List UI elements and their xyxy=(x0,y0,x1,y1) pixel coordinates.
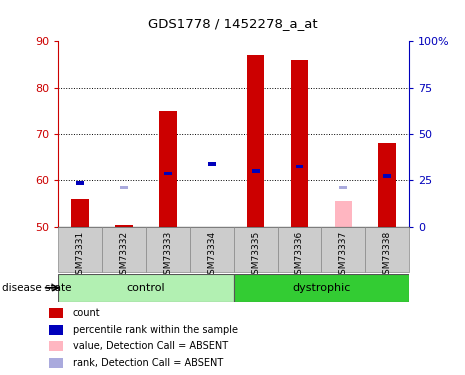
Bar xyxy=(49,325,63,334)
Text: GSM73338: GSM73338 xyxy=(383,231,392,280)
Text: count: count xyxy=(73,308,100,318)
Bar xyxy=(102,227,146,272)
Bar xyxy=(321,227,365,272)
Bar xyxy=(278,227,321,272)
Text: GSM73334: GSM73334 xyxy=(207,231,216,280)
Bar xyxy=(71,199,89,227)
Bar xyxy=(159,111,177,227)
Text: percentile rank within the sample: percentile rank within the sample xyxy=(73,324,238,334)
Text: GDS1778 / 1452278_a_at: GDS1778 / 1452278_a_at xyxy=(148,17,317,30)
Bar xyxy=(234,227,278,272)
Bar xyxy=(383,174,391,178)
Bar xyxy=(252,170,259,173)
Bar xyxy=(49,358,63,368)
Text: GSM73332: GSM73332 xyxy=(120,231,128,280)
Bar xyxy=(115,225,133,227)
Bar xyxy=(234,274,409,302)
Bar xyxy=(49,308,63,318)
Bar xyxy=(379,143,396,227)
Text: GSM73337: GSM73337 xyxy=(339,231,348,280)
Text: disease state: disease state xyxy=(2,283,72,293)
Text: GSM73331: GSM73331 xyxy=(76,231,85,280)
Text: rank, Detection Call = ABSENT: rank, Detection Call = ABSENT xyxy=(73,357,223,368)
Bar xyxy=(208,162,216,166)
Bar xyxy=(365,227,409,272)
Text: value, Detection Call = ABSENT: value, Detection Call = ABSENT xyxy=(73,341,228,351)
Bar xyxy=(49,341,63,351)
Bar xyxy=(296,165,304,168)
Text: control: control xyxy=(126,283,165,293)
Bar xyxy=(247,55,265,227)
Bar xyxy=(58,227,102,272)
Bar xyxy=(164,172,172,176)
Bar xyxy=(58,274,233,302)
Bar xyxy=(146,227,190,272)
Bar xyxy=(76,181,84,184)
Text: GSM73335: GSM73335 xyxy=(251,231,260,280)
Text: GSM73336: GSM73336 xyxy=(295,231,304,280)
Text: GSM73333: GSM73333 xyxy=(163,231,173,280)
Bar xyxy=(120,186,128,189)
Bar xyxy=(335,201,352,227)
Bar xyxy=(190,227,234,272)
Bar xyxy=(339,186,347,189)
Bar xyxy=(291,60,308,227)
Text: dystrophic: dystrophic xyxy=(292,283,351,293)
